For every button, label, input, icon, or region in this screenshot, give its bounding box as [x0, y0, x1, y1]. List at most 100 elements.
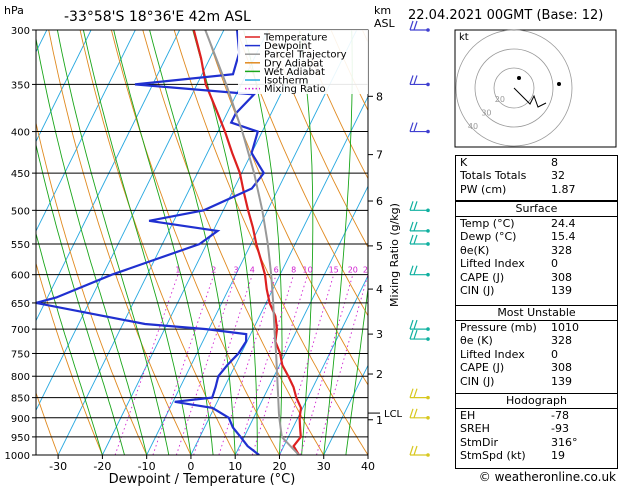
wind-barb-flag	[409, 265, 414, 275]
hodo-table-label: EH	[460, 409, 476, 422]
mixing-ratio-label: 1	[175, 266, 180, 275]
hodo-table-label: StmDir	[460, 435, 499, 449]
hodograph-ring-label: 40	[468, 122, 478, 131]
wind-barb-flag	[409, 20, 414, 31]
pressure-tick-label: 900	[11, 414, 30, 425]
indices-label: K	[460, 156, 468, 169]
hodo-table-row: EH -78	[456, 409, 617, 422]
pressure-tick-label: 850	[11, 394, 30, 405]
surface-row: CIN (J) 139	[456, 284, 617, 297]
surface-label: CIN (J)	[460, 284, 495, 298]
wind-barb-point	[426, 327, 430, 331]
lcl-label: LCL	[384, 409, 403, 420]
x-tick-label: 40	[361, 460, 375, 473]
most-unstable-label: CIN (J)	[460, 374, 495, 388]
most-unstable-label: θe (K)	[460, 334, 493, 348]
mixing-ratio-label: 2	[211, 266, 216, 275]
wind-barb-flag	[409, 234, 414, 245]
wind-barb-flag	[413, 388, 418, 398]
mixing-ratio-line	[218, 274, 277, 455]
height-tick-label: 2	[376, 368, 383, 381]
isotherm-line	[36, 30, 225, 412]
surface-label: θe(K)	[460, 243, 490, 257]
height-tick-label: 7	[376, 149, 383, 162]
indices-value: 1.87	[551, 182, 576, 196]
x-tick-label: -10	[138, 460, 156, 473]
wind-barb-point	[426, 453, 430, 457]
legend-label: Dry Adiabat	[264, 58, 323, 69]
most-unstable-value: 0	[551, 347, 558, 361]
plot-frame	[35, 29, 369, 456]
indices-panel: K 8 Totals Totals 32 PW (cm) 1.87	[455, 155, 618, 201]
pressure-tick-label: 600	[11, 271, 30, 282]
wind-barb-flag	[409, 388, 414, 398]
pressure-tick-label: 1000	[5, 451, 30, 462]
mixing-ratio-label: 4	[250, 266, 255, 275]
surface-value: 15.4	[551, 230, 576, 244]
x-tick-label: -30	[49, 460, 67, 473]
height-tick-label: 4	[376, 283, 383, 296]
surface-value: 308	[551, 270, 572, 284]
wind-barb-point	[426, 242, 430, 246]
x-tick-label: 30	[317, 460, 331, 473]
valid-time: 22.04.2021 00GMT (Base: 12)	[408, 8, 603, 23]
wind-barb-flag	[413, 319, 418, 330]
wind-barb-point	[426, 129, 430, 134]
hodograph-ring-label: 30	[481, 109, 491, 118]
surface-label: Temp (°C)	[460, 217, 515, 230]
wind-barb-flag	[409, 408, 414, 418]
wind-barb-flag	[409, 75, 414, 85]
hodo-table-row: StmSpd (kt) 19	[456, 449, 617, 462]
wind-barb-flag	[409, 201, 414, 211]
isotherm-line	[234, 185, 368, 455]
mixing-ratio-label: 20	[348, 266, 358, 275]
surface-row: Lifted Index 0	[456, 257, 617, 270]
isotherm-line	[0, 30, 3, 455]
height-tick-label: 1	[376, 414, 383, 427]
isotherm-line	[36, 30, 181, 322]
isotherm-line	[190, 95, 368, 455]
copyright: © weatheronline.co.uk	[479, 470, 616, 484]
pressure-unit: hPa	[4, 4, 24, 17]
hodo-table-value: 316°	[551, 435, 578, 449]
indices-label: Totals Totals	[460, 169, 527, 183]
hodo-table-label: StmSpd (kt)	[460, 449, 526, 463]
wind-barb-flag	[413, 201, 418, 211]
legend-label: Wet Adiabat	[264, 67, 325, 78]
mixing-ratio-line	[279, 274, 335, 455]
mixing-ratio-label: 8	[291, 266, 296, 275]
wind-barb-flag	[409, 329, 414, 340]
isotherm-line	[323, 364, 368, 455]
hodo-table-value: 19	[551, 449, 565, 463]
x-axis-label: Dewpoint / Temperature (°C)	[109, 472, 296, 486]
wind-barb-flag	[413, 221, 418, 232]
height-tick-label: 6	[376, 195, 383, 208]
mixing-ratio-label: 6	[274, 266, 279, 275]
pressure-tick-label: 700	[11, 325, 30, 336]
isotherm-line	[279, 274, 368, 455]
isotherm-line	[101, 30, 313, 455]
x-tick-label: 0	[187, 460, 194, 473]
wind-barb-flag	[413, 234, 418, 245]
mixing-ratio-label: 10	[302, 266, 312, 275]
surface-value: 0	[551, 257, 558, 271]
legend-label: Temperature	[263, 33, 327, 44]
mixing-ratio-label: 25	[363, 266, 373, 275]
x-tick-label: 20	[272, 460, 286, 473]
surface-value: 139	[551, 284, 572, 298]
parcel-trajectory-trace	[204, 30, 300, 455]
dry-adiabat	[267, 30, 368, 248]
wind-barb-flag	[413, 20, 418, 31]
most-unstable-value: 139	[551, 374, 572, 388]
hodo-table-value: -93	[551, 422, 569, 436]
mixing-ratio-line	[114, 274, 179, 455]
legend-label: Isotherm	[264, 76, 308, 87]
surface-row: Dewp (°C) 15.4	[456, 230, 617, 243]
location-title: -33°58'S 18°36'E 42m ASL	[64, 9, 251, 25]
wind-barb-flag	[413, 75, 418, 85]
indices-label: PW (cm)	[460, 182, 507, 196]
hodo-table-value: -78	[551, 409, 569, 422]
mixing-ratio-line	[152, 274, 215, 455]
wind-barb-point	[426, 337, 430, 341]
asl-unit: ASL	[374, 17, 396, 30]
